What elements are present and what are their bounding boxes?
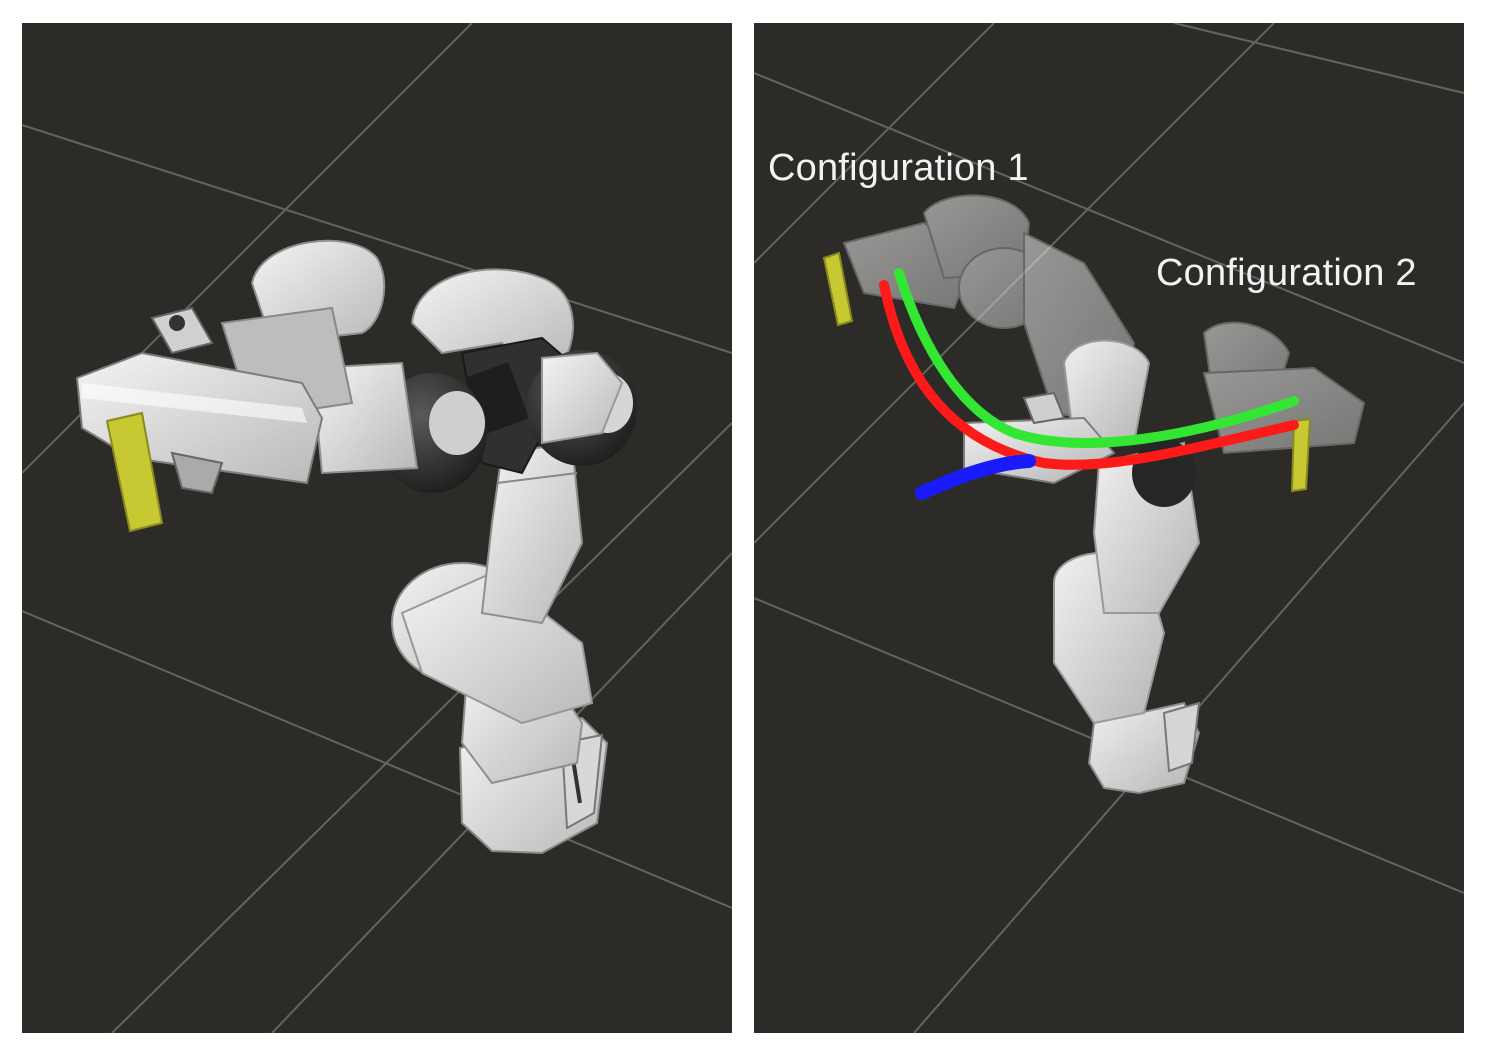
- label-configuration-1: Configuration 1: [768, 147, 1029, 189]
- robot-link-upper: [480, 441, 584, 625]
- gripper-finger: [105, 411, 164, 533]
- gripper-finger-config-1: [822, 251, 854, 327]
- scene-right: [754, 23, 1464, 1033]
- trajectory-green: [894, 268, 1299, 448]
- trajectories: [879, 268, 1299, 500]
- viewport-left: [22, 23, 732, 1033]
- gripper-finger-config-2: [1290, 417, 1312, 493]
- robot-arm: [822, 251, 1312, 795]
- trajectory-red: [879, 280, 1299, 470]
- robot-arm: [75, 239, 637, 855]
- viewport-right: Configuration 1 Configuration 2: [754, 23, 1464, 1033]
- scene-left: [22, 23, 732, 1033]
- robot-config-2-ghost: [1202, 321, 1366, 455]
- trajectory-blue: [915, 454, 1036, 500]
- label-configuration-2: Configuration 2: [1156, 252, 1417, 294]
